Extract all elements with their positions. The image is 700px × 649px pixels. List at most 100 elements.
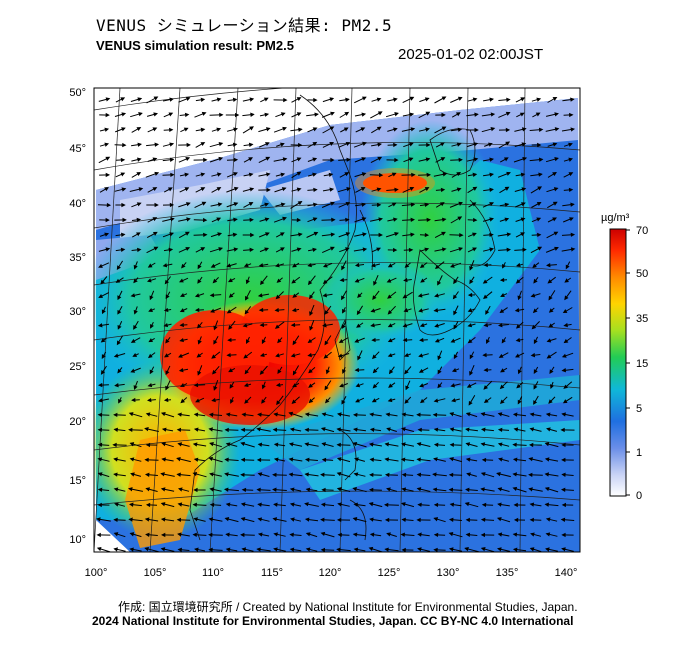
wind-arrowhead — [330, 157, 335, 163]
wind-arrowhead — [453, 279, 458, 285]
wind-arrowhead — [160, 532, 166, 538]
wind-arrowhead — [196, 353, 202, 358]
wind-arrowhead — [528, 457, 533, 462]
wind-arrowhead — [250, 112, 255, 117]
wind-arrowhead — [337, 502, 342, 507]
wind-arrowhead — [225, 547, 231, 552]
wind-arrowhead — [122, 217, 127, 223]
wind-arrowhead — [512, 442, 517, 447]
wind-arrowhead — [441, 112, 446, 118]
wind-arrowhead — [261, 339, 266, 345]
wind-arrowhead — [122, 142, 127, 148]
wind-arrowhead — [434, 323, 439, 328]
wind-arrowhead — [449, 263, 455, 268]
wind-arrowhead — [118, 398, 123, 404]
wind-arrowhead — [521, 202, 526, 207]
wind-arrowhead — [536, 217, 542, 222]
wind-arrowhead — [277, 338, 282, 344]
wind-arrowhead — [113, 472, 118, 477]
wind-arrowhead — [489, 157, 494, 162]
wind-arrowhead — [148, 307, 153, 312]
wind-arrowhead — [202, 217, 208, 223]
wind-arrowhead — [208, 547, 213, 552]
wind-arrowhead — [533, 369, 538, 374]
wind-arrowhead — [341, 265, 346, 271]
wind-arrowhead — [496, 472, 501, 477]
wind-arrowhead — [257, 293, 263, 298]
wind-arrowhead — [257, 412, 262, 417]
wind-arrowhead — [449, 442, 454, 448]
wind-arrowhead — [387, 323, 393, 328]
wind-arrowhead — [528, 487, 533, 492]
wind-arrowhead — [297, 201, 303, 206]
wind-arrowhead — [377, 156, 383, 161]
wind-arrowhead — [320, 531, 326, 537]
wind-arrowhead — [130, 368, 136, 373]
wind-arrowhead — [387, 338, 393, 343]
wind-arrowhead — [489, 202, 495, 207]
wind-arrowhead — [160, 517, 166, 522]
wind-arrowhead — [336, 427, 341, 432]
wind-arrowhead — [499, 277, 505, 283]
wind-arrowhead — [433, 308, 439, 313]
wind-arrowhead — [282, 157, 288, 162]
wind-arrowhead — [336, 547, 341, 552]
wind-arrowhead — [345, 141, 351, 146]
wind-arrowhead — [320, 502, 326, 507]
wind-arrowhead — [370, 323, 375, 328]
wind-arrowhead — [433, 457, 438, 462]
wind-arrowhead — [216, 187, 222, 192]
wind-arrowhead — [121, 112, 127, 117]
wind-arrowhead — [419, 322, 425, 328]
wind-arrowhead — [169, 127, 174, 133]
wind-arrowhead — [217, 232, 223, 237]
wind-arrowhead — [136, 217, 142, 223]
wind-arrowhead — [192, 442, 198, 447]
wind-arrowhead — [417, 427, 422, 433]
wind-arrowhead — [465, 427, 470, 432]
latitude-labels: 50° 45° 40° 35° 30° 25° 20° 15° 10° — [69, 87, 86, 546]
wind-arrowhead — [296, 112, 302, 117]
wind-arrowhead — [243, 382, 249, 388]
wind-arrowhead — [224, 472, 229, 477]
wind-arrowhead — [401, 547, 406, 552]
wind-arrowhead — [355, 398, 360, 403]
wind-arrowhead — [394, 157, 399, 163]
wind-arrowhead — [570, 232, 576, 237]
wind-arrowhead — [356, 323, 361, 328]
wind-arrowhead — [459, 232, 464, 238]
wind-arrowhead — [517, 399, 522, 405]
wind-arrowhead — [561, 353, 567, 358]
wind-arrowhead — [417, 532, 422, 537]
wind-arrowhead — [152, 231, 158, 236]
wind-arrowhead — [320, 472, 325, 477]
wind-arrowhead — [437, 355, 442, 361]
wind-arrowhead — [113, 487, 119, 492]
wind-arrowhead — [244, 309, 249, 315]
wind-arrowhead — [282, 216, 287, 221]
wind-arrowhead — [312, 141, 318, 146]
wind-arrowhead — [296, 171, 302, 176]
wind-arrowhead — [384, 517, 390, 523]
wind-arrowhead — [105, 156, 111, 161]
wind-arrowhead — [384, 472, 390, 478]
wind-arrowhead — [145, 412, 151, 417]
wind-arrowhead — [442, 172, 448, 177]
wind-arrowhead — [448, 472, 454, 478]
wind-arrowhead — [104, 187, 109, 192]
wind-arrowhead — [400, 457, 406, 462]
wind-arrowhead — [402, 323, 408, 328]
wind-arrowhead — [243, 263, 249, 268]
wind-arrowhead — [296, 97, 302, 102]
wind-arrowhead — [433, 398, 439, 403]
wind-arrowhead — [452, 294, 458, 300]
wind-arrowhead — [98, 398, 103, 403]
wind-arrowhead — [520, 97, 526, 102]
wind-arrowhead — [178, 353, 183, 358]
wind-arrowhead — [384, 457, 390, 462]
wind-arrowhead — [288, 442, 294, 447]
wind-arrowhead — [97, 412, 102, 418]
wind-arrowhead — [307, 280, 313, 286]
lon-label: 125° — [378, 567, 401, 579]
wind-arrowhead — [145, 487, 150, 492]
